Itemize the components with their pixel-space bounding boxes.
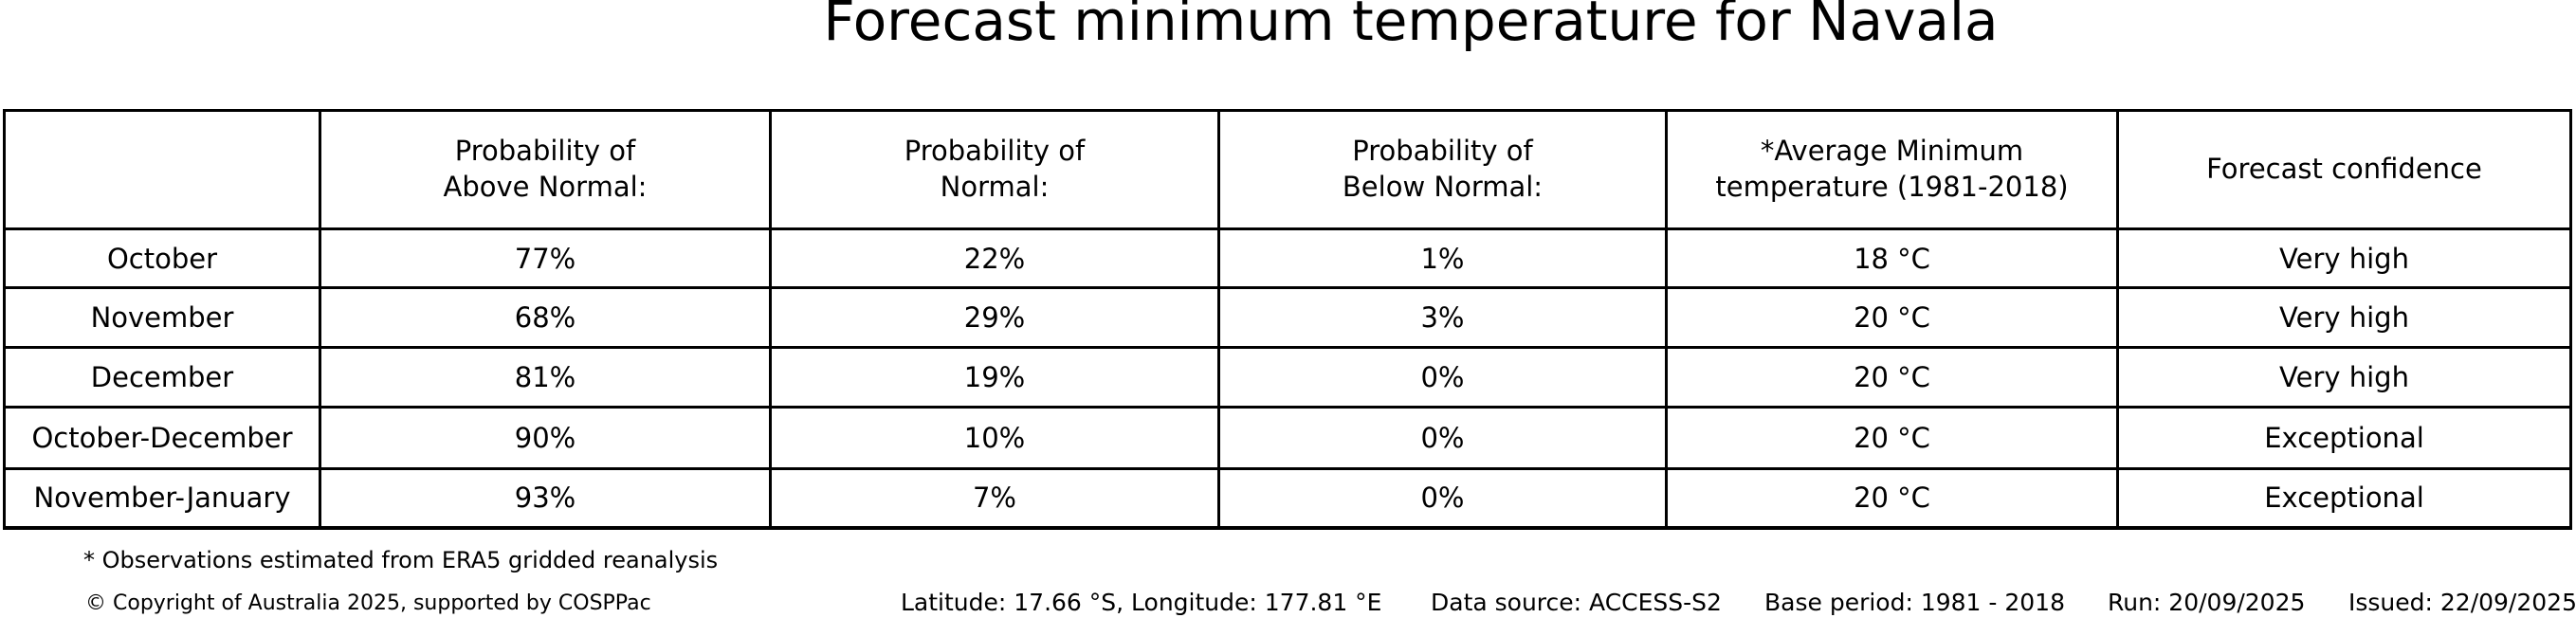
avg-min-temp-cell: 20 °C bbox=[1665, 467, 2119, 530]
confidence-cell: Very high bbox=[2116, 346, 2572, 409]
col-header-avg-min-temp: *Average Minimum temperature (1981-2018) bbox=[1665, 109, 2119, 230]
table-header-row: Probability of Above Normal: Probability… bbox=[3, 109, 2572, 230]
corner-cell-empty bbox=[3, 109, 321, 230]
above-normal-cell: 68% bbox=[319, 286, 772, 349]
normal-cell: 10% bbox=[769, 406, 1220, 470]
period-cell: November-January bbox=[3, 467, 321, 530]
col-header-forecast-confidence: Forecast confidence bbox=[2116, 109, 2572, 230]
avg-min-temp-cell: 20 °C bbox=[1665, 406, 2119, 470]
confidence-cell: Exceptional bbox=[2116, 406, 2572, 470]
normal-cell: 29% bbox=[769, 286, 1220, 349]
below-normal-cell: 0% bbox=[1217, 346, 1668, 409]
issued-date-text: Issued: 22/09/2025 bbox=[2348, 589, 2576, 616]
period-cell: December bbox=[3, 346, 321, 409]
table-row: December 81% 19% 0% 20 °C Very high bbox=[3, 346, 2572, 409]
copyright-text: © Copyright of Australia 2025, supported… bbox=[85, 591, 651, 615]
page-title: Forecast minimum temperature for Navala bbox=[823, 0, 1999, 53]
run-date-text: Run: 20/09/2025 bbox=[2108, 589, 2306, 616]
base-period-text: Base period: 1981 - 2018 bbox=[1764, 589, 2065, 616]
col-header-normal: Probability of Normal: bbox=[769, 109, 1220, 230]
above-normal-cell: 93% bbox=[319, 467, 772, 530]
confidence-cell: Exceptional bbox=[2116, 467, 2572, 530]
normal-cell: 7% bbox=[769, 467, 1220, 530]
avg-min-temp-cell: 20 °C bbox=[1665, 346, 2119, 409]
col-header-below-normal: Probability of Below Normal: bbox=[1217, 109, 1668, 230]
below-normal-cell: 1% bbox=[1217, 227, 1668, 289]
avg-min-temp-cell: 18 °C bbox=[1665, 227, 2119, 289]
below-normal-cell: 3% bbox=[1217, 286, 1668, 349]
table-row: October 77% 22% 1% 18 °C Very high bbox=[3, 227, 2572, 289]
above-normal-cell: 90% bbox=[319, 406, 772, 470]
table-row: November-January 93% 7% 0% 20 °C Excepti… bbox=[3, 467, 2572, 530]
normal-cell: 22% bbox=[769, 227, 1220, 289]
confidence-cell: Very high bbox=[2116, 227, 2572, 289]
table-row: November 68% 29% 3% 20 °C Very high bbox=[3, 286, 2572, 349]
period-cell: October-December bbox=[3, 406, 321, 470]
normal-cell: 19% bbox=[769, 346, 1220, 409]
col-header-above-normal: Probability of Above Normal: bbox=[319, 109, 772, 230]
era5-footnote: * Observations estimated from ERA5 gridd… bbox=[83, 547, 719, 573]
period-cell: November bbox=[3, 286, 321, 349]
period-cell: October bbox=[3, 227, 321, 289]
confidence-cell: Very high bbox=[2116, 286, 2572, 349]
location-text: Latitude: 17.66 °S, Longitude: 177.81 °E bbox=[901, 589, 1382, 616]
below-normal-cell: 0% bbox=[1217, 406, 1668, 470]
above-normal-cell: 77% bbox=[319, 227, 772, 289]
forecast-table: Probability of Above Normal: Probability… bbox=[3, 109, 2572, 530]
avg-min-temp-cell: 20 °C bbox=[1665, 286, 2119, 349]
table-row: October-December 90% 10% 0% 20 °C Except… bbox=[3, 406, 2572, 470]
above-normal-cell: 81% bbox=[319, 346, 772, 409]
below-normal-cell: 0% bbox=[1217, 467, 1668, 530]
data-source-text: Data source: ACCESS-S2 bbox=[1431, 589, 1722, 616]
